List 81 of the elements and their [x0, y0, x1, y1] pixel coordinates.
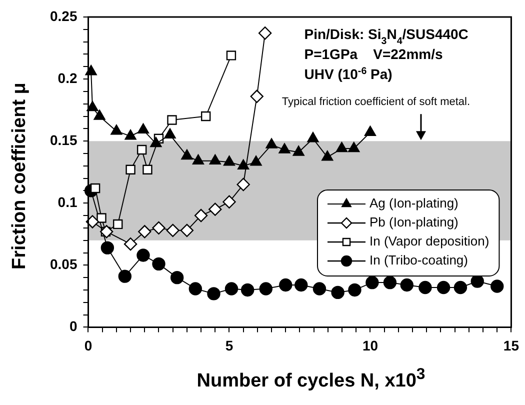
point — [336, 142, 348, 152]
point — [312, 282, 326, 296]
point — [240, 283, 254, 297]
point — [208, 202, 222, 216]
point — [236, 178, 250, 192]
point — [200, 111, 211, 122]
point — [138, 225, 152, 238]
point — [126, 164, 136, 174]
x-tick-label: 0 — [84, 337, 92, 354]
annotation: P=1GPa V=22mm/s — [304, 46, 443, 62]
point — [207, 287, 220, 300]
annotation: Typical friction coefficient of soft metal. — [282, 96, 470, 108]
legend-label: In (Vapor deposition) — [369, 234, 490, 249]
point — [238, 159, 250, 170]
point — [96, 213, 106, 223]
point — [180, 224, 194, 238]
point — [90, 183, 100, 194]
point — [490, 280, 504, 293]
point — [307, 132, 319, 142]
point — [294, 278, 308, 292]
point — [164, 128, 176, 138]
point — [113, 219, 123, 230]
point — [366, 276, 379, 290]
point — [167, 115, 177, 125]
point — [86, 100, 98, 112]
point — [250, 156, 262, 166]
x-axis-title: Number of cycles N, x10$^{3}$ — [196, 366, 426, 392]
point — [222, 195, 236, 208]
point — [348, 283, 362, 297]
point — [436, 280, 450, 294]
point — [364, 126, 376, 136]
point — [418, 280, 432, 294]
point — [331, 286, 344, 300]
point — [94, 110, 106, 120]
point — [136, 144, 147, 155]
point — [100, 241, 114, 254]
y-tick-label: 0.2 — [58, 70, 78, 86]
point — [86, 215, 100, 228]
point — [188, 282, 202, 296]
point — [259, 282, 272, 296]
point — [152, 257, 166, 271]
point — [170, 270, 184, 284]
y-tick-label: 0 — [69, 318, 78, 334]
y-tick-label: 0.25 — [50, 8, 78, 24]
point — [124, 237, 138, 251]
point — [348, 142, 360, 152]
point — [152, 221, 166, 235]
point — [279, 278, 292, 292]
point — [118, 270, 132, 283]
point — [322, 150, 334, 161]
point — [209, 154, 221, 165]
y-tick-label: 0.15 — [50, 132, 78, 148]
legend-label: Ag (Ion-plating) — [369, 196, 458, 211]
point — [137, 123, 150, 134]
y-tick-label: 0.05 — [50, 256, 78, 272]
point — [383, 276, 397, 290]
point — [223, 156, 236, 166]
point — [194, 208, 208, 222]
x-tick-label: 15 — [503, 337, 520, 354]
x-tick-label: 5 — [225, 337, 234, 354]
point — [192, 154, 204, 165]
point — [400, 278, 414, 292]
point — [100, 225, 114, 238]
point — [454, 280, 468, 294]
point — [150, 136, 162, 148]
point — [278, 143, 290, 154]
point — [142, 164, 152, 174]
legend-label: In (Tribo-coating) — [369, 252, 468, 268]
point — [266, 138, 278, 148]
point — [136, 248, 150, 262]
point — [110, 124, 122, 135]
point — [292, 146, 304, 156]
y-tick-label: 0.1 — [58, 194, 78, 210]
point — [124, 130, 136, 140]
point — [181, 149, 193, 160]
point — [224, 282, 238, 296]
legend-label: Pb (Ion-plating) — [369, 214, 458, 230]
y-axis-title: Friction coefficient μ — [9, 82, 31, 272]
point — [166, 224, 180, 238]
x-tick-label: 10 — [362, 337, 378, 354]
point — [470, 274, 484, 288]
